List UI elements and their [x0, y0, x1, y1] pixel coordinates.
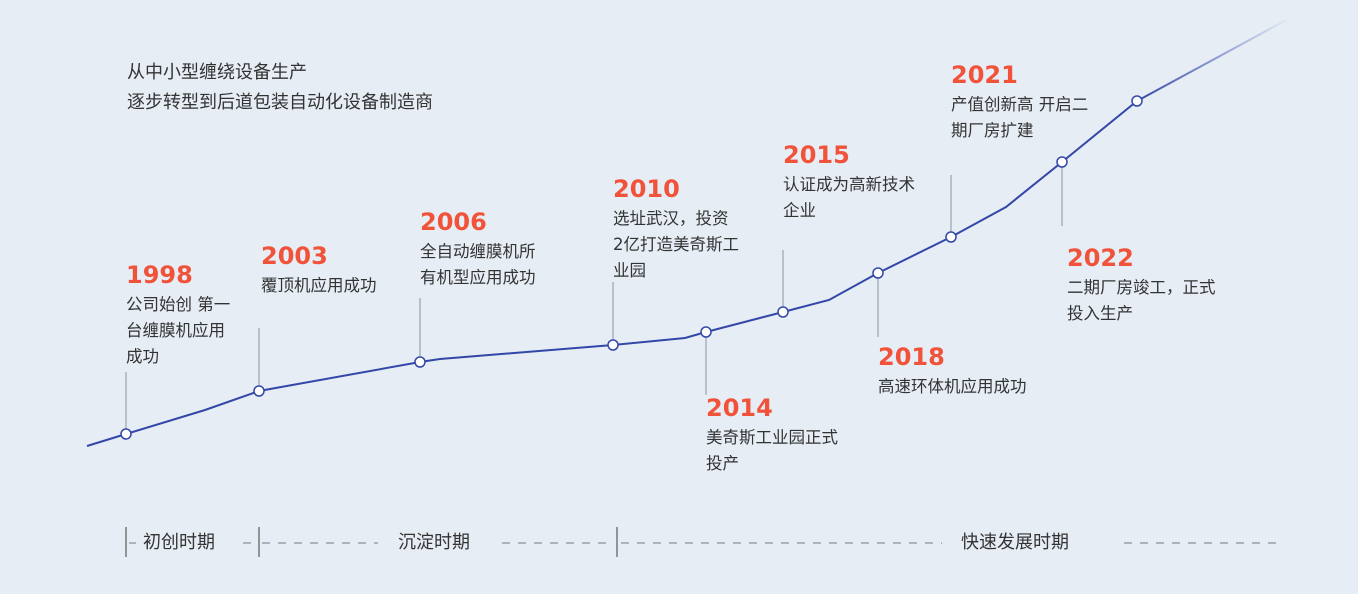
- event-year: 2015: [783, 141, 850, 169]
- description-line: 覆顶机应用成功: [261, 276, 377, 295]
- node-2003: [253, 385, 265, 397]
- description-line: 认证成为高新技术: [783, 175, 915, 194]
- description-line: 期厂房扩建: [951, 121, 1034, 140]
- event-2006: 2006 全自动缠膜机所 有机型应用成功: [420, 207, 536, 291]
- description-line: 企业: [783, 201, 816, 220]
- description-line: 美奇斯工业园正式: [706, 428, 838, 447]
- intro-line-1: 从中小型缠绕设备生产: [127, 62, 307, 83]
- event-year: 2006: [420, 208, 487, 236]
- event-description: 全自动缠膜机所 有机型应用成功: [420, 239, 536, 291]
- node-2018: [872, 267, 884, 279]
- node-2014: [700, 326, 712, 338]
- event-description: 公司始创 第一 台缠膜机应用 成功: [126, 292, 230, 370]
- intro-line-2: 逐步转型到后道包装自动化设备制造商: [127, 92, 433, 113]
- event-year: 2003: [261, 242, 328, 270]
- description-line: 台缠膜机应用: [126, 321, 225, 340]
- node-2021: [945, 231, 957, 243]
- event-description: 二期厂房竣工，正式 投入生产: [1067, 275, 1216, 327]
- description-line: 公司始创 第一: [126, 295, 231, 314]
- description-line: 有机型应用成功: [420, 268, 536, 287]
- description-line: 产值创新高 开启二: [951, 95, 1089, 114]
- event-year: 2021: [951, 61, 1018, 89]
- node-end: [1131, 95, 1143, 107]
- event-description: 覆顶机应用成功: [261, 273, 377, 299]
- intro-text: 从中小型缠绕设备生产 逐步转型到后道包装自动化设备制造商: [127, 58, 433, 118]
- event-2014: 2014 美奇斯工业园正式 投产: [706, 393, 838, 477]
- event-2021: 2021 产值创新高 开启二 期厂房扩建: [951, 60, 1088, 144]
- node-2015: [777, 306, 789, 318]
- description-line: 投入生产: [1067, 304, 1133, 323]
- phase-label: 沉淀时期: [398, 532, 470, 553]
- event-year: 1998: [126, 261, 193, 289]
- description-line: 业园: [613, 261, 646, 280]
- trend-fade-line: [1136, 17, 1291, 102]
- event-2010: 2010 选址武汉，投资 2亿打造美奇斯工 业园: [613, 174, 739, 284]
- phase-label: 快速发展时期: [961, 532, 1069, 553]
- event-description: 认证成为高新技术 企业: [783, 172, 915, 224]
- event-2018: 2018 高速环体机应用成功: [878, 342, 1027, 400]
- event-description: 高速环体机应用成功: [878, 374, 1027, 400]
- node-2010: [607, 339, 619, 351]
- description-line: 选址武汉，投资: [613, 209, 729, 228]
- description-line: 高速环体机应用成功: [878, 377, 1027, 396]
- phase-label: 初创时期: [143, 532, 215, 553]
- node-2022: [1056, 156, 1068, 168]
- event-2015: 2015 认证成为高新技术 企业: [783, 140, 915, 224]
- description-line: 投产: [706, 454, 739, 473]
- node-2006: [414, 356, 426, 368]
- event-description: 选址武汉，投资 2亿打造美奇斯工 业园: [613, 206, 739, 284]
- event-year: 2014: [706, 394, 773, 422]
- growth-line: [86, 100, 1138, 447]
- node-1998: [120, 428, 132, 440]
- description-line: 成功: [126, 347, 159, 366]
- description-line: 二期厂房竣工，正式: [1067, 278, 1216, 297]
- description-line: 2亿打造美奇斯工: [613, 235, 739, 254]
- event-year: 2018: [878, 343, 945, 371]
- event-year: 2010: [613, 175, 680, 203]
- event-2003: 2003 覆顶机应用成功: [261, 241, 377, 299]
- event-2022: 2022 二期厂房竣工，正式 投入生产: [1067, 243, 1216, 327]
- description-line: 全自动缠膜机所: [420, 242, 536, 261]
- event-1998: 1998 公司始创 第一 台缠膜机应用 成功: [126, 260, 230, 370]
- event-description: 产值创新高 开启二 期厂房扩建: [951, 92, 1088, 144]
- event-description: 美奇斯工业园正式 投产: [706, 425, 838, 477]
- event-year: 2022: [1067, 244, 1134, 272]
